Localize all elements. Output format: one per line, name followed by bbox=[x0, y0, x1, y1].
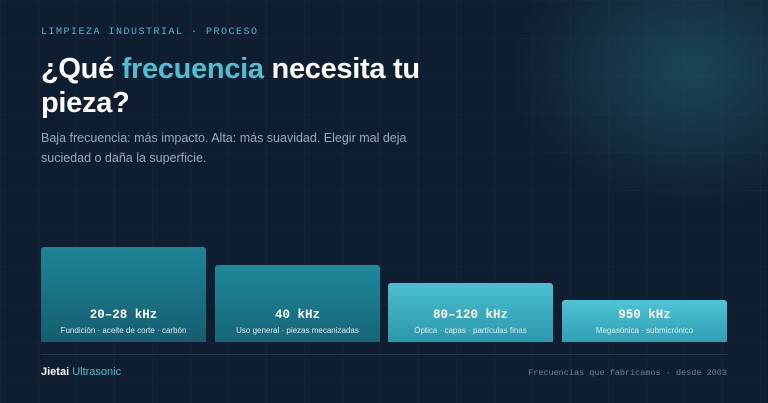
frequency-label: 40 kHz bbox=[274, 308, 320, 322]
frequency-bar: 40 kHz Uso general · piezas mecanizadas bbox=[215, 265, 380, 342]
divider bbox=[41, 354, 727, 355]
frequency-label: 80–120 kHz bbox=[432, 308, 508, 322]
frequency-description: Óptica · capas · partículas finas bbox=[414, 326, 527, 335]
frequency-description: Uso general · piezas mecanizadas bbox=[236, 326, 359, 335]
brand-highlight: Ultrasonic bbox=[72, 366, 122, 378]
title: ¿Qué frecuencia necesita tu pieza? bbox=[41, 52, 461, 120]
frequency-description: Megasónica · submicrónico bbox=[595, 326, 694, 335]
title-text: necesita tu pieza? bbox=[41, 53, 420, 119]
subtitle: Baja frecuencia: más impacto. Alta: más … bbox=[41, 131, 407, 165]
title-highlight: frecuencia bbox=[121, 53, 264, 85]
title-text: ¿Qué bbox=[41, 53, 114, 85]
eyebrow: LIMPIEZA INDUSTRIAL · PROCESO bbox=[41, 27, 259, 38]
brand: Jietai Ultrasonic bbox=[41, 366, 121, 378]
frequency-bar: 80–120 kHz Óptica · capas · partículas fi… bbox=[388, 283, 553, 342]
frequency-label: 950 kHz bbox=[618, 308, 671, 322]
frequency-label: 20–28 kHz bbox=[89, 308, 158, 322]
frequency-bar: 950 kHz Megasónica · submicrónico bbox=[562, 300, 727, 342]
frequency-description: Fundición · aceite de corte · carbón bbox=[60, 326, 187, 335]
footer-note: Frecuencias que fabricamos · desde 2003 bbox=[528, 368, 727, 378]
brand-name: Jietai bbox=[41, 366, 70, 378]
frequency-bar: 20–28 kHz Fundición · aceite de corte · c… bbox=[41, 247, 206, 342]
